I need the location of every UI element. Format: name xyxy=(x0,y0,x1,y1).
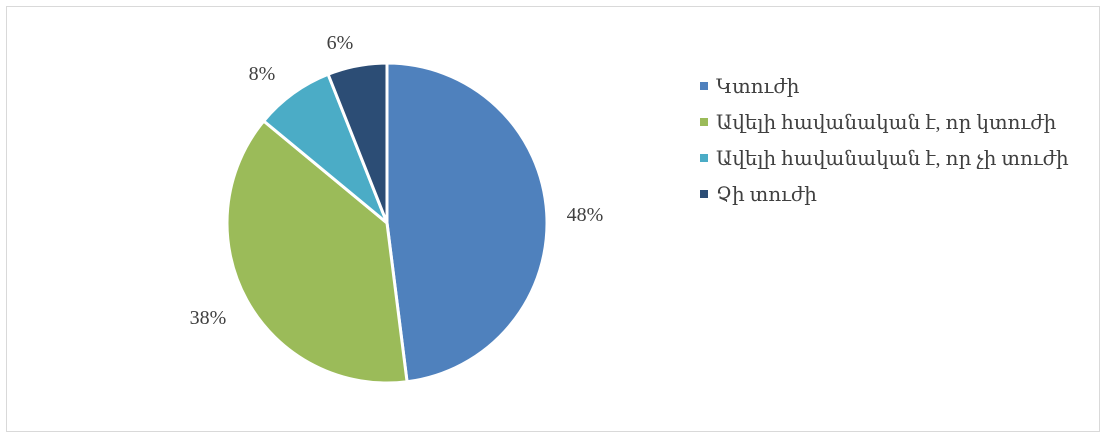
pie-data-label-4: 6% xyxy=(327,32,354,54)
legend-label-4: Չի տուժի xyxy=(716,183,817,206)
legend-swatch-2 xyxy=(700,118,708,126)
pie-data-label-2: 38% xyxy=(190,307,227,329)
legend-label-2: Ավելի հավանական է, որ կտուժի xyxy=(716,111,1057,134)
pie-data-labels: 48% 38% 8% 6% xyxy=(190,32,604,329)
legend: Կտուժի Ավելի հավանական է, որ կտուժի Ավել… xyxy=(700,68,1069,212)
legend-label-3: Ավելի հավանական է, որ չի տուժի xyxy=(716,147,1069,170)
legend-item-4: Չի տուժի xyxy=(700,176,1069,212)
pie-slice-4 xyxy=(326,61,389,225)
legend-item-1: Կտուժի xyxy=(700,68,1069,104)
chart-frame xyxy=(6,6,1100,432)
pie-data-label-3: 8% xyxy=(249,63,276,85)
legend-item-2: Ավելի հավանական է, որ կտուժի xyxy=(700,104,1069,140)
pie-slices xyxy=(225,61,549,385)
legend-swatch-1 xyxy=(700,82,708,90)
legend-swatch-3 xyxy=(700,154,708,162)
legend-label-1: Կտուժի xyxy=(716,75,800,98)
pie-slice-2 xyxy=(225,119,409,385)
legend-swatch-4 xyxy=(700,190,708,198)
legend-item-3: Ավելի հավանական է, որ չի տուժի xyxy=(700,140,1069,176)
pie-slice-1 xyxy=(385,61,549,384)
pie-data-label-1: 48% xyxy=(567,204,604,226)
